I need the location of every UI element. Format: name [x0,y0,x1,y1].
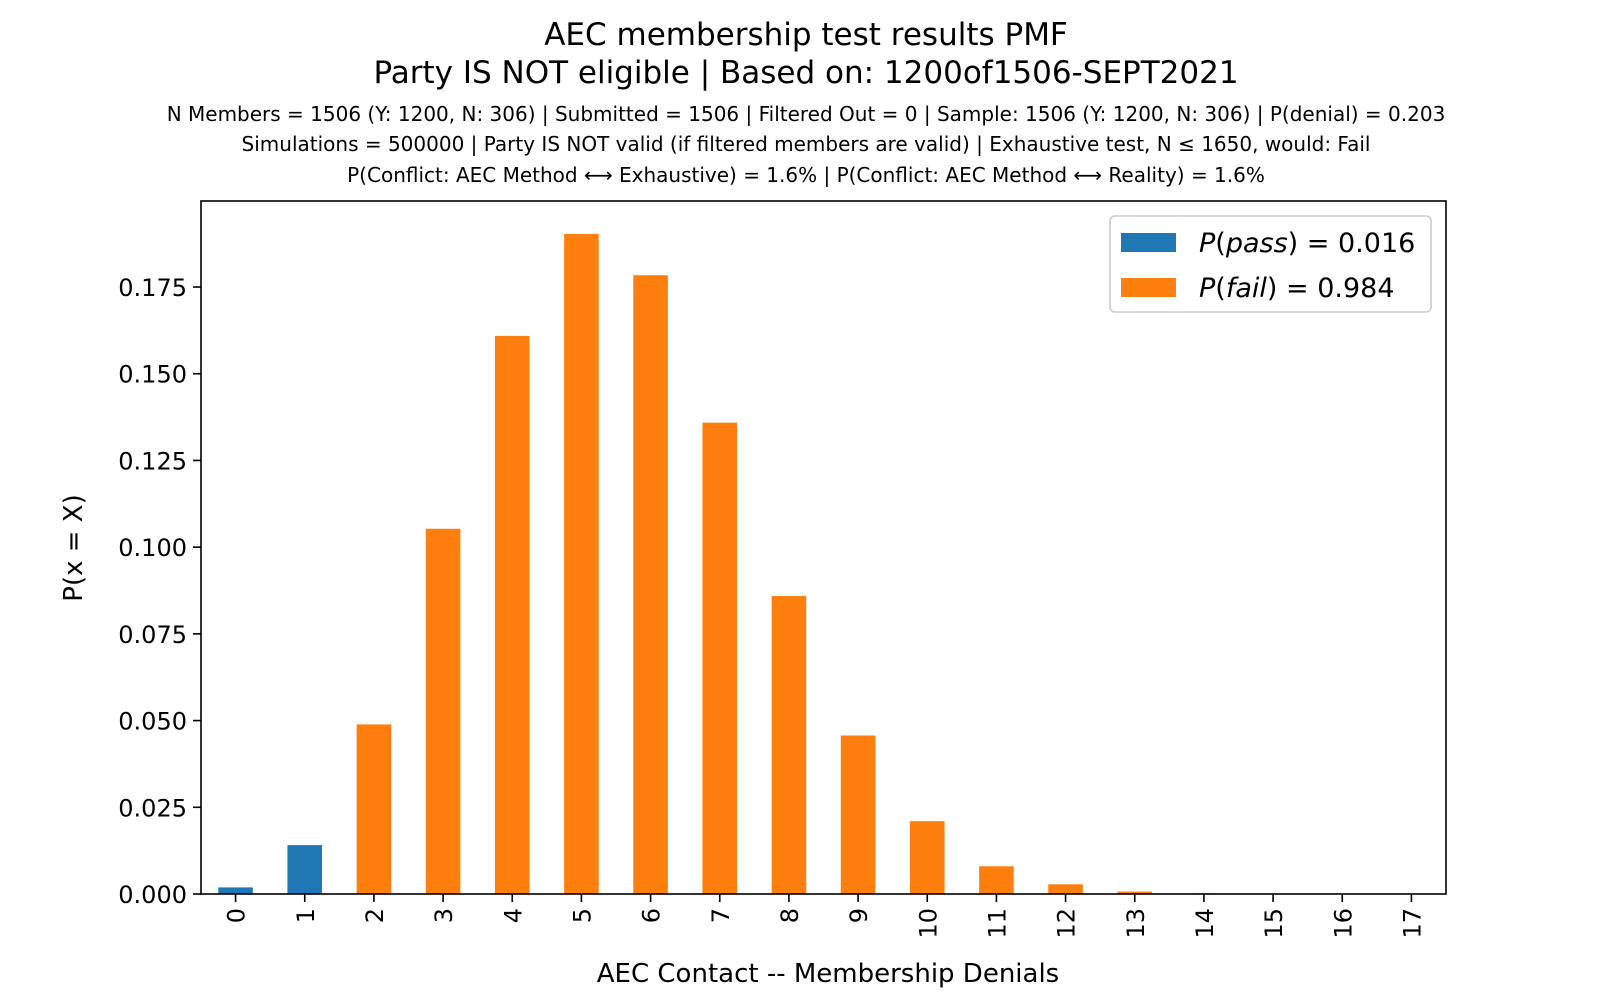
legend-frame [1109,215,1432,313]
legend-fail-open-paren: ( [1215,273,1226,304]
legend-fail-value: = 0.984 [1277,273,1394,304]
legend: P(pass) = 0.016 P(fail) = 0.984 [1109,215,1432,313]
x-tick-label: 15 [1260,908,1288,939]
legend-pass-p: P [1199,228,1216,259]
x-tick-label: 8 [776,908,804,923]
chart-subtitle-line2: Simulations = 500000 | Party IS NOT vali… [242,132,1371,156]
y-tick-label: 0.050 [118,708,187,736]
bar-4 [494,335,530,894]
x-tick-label: 14 [1191,908,1219,939]
x-tick-label: 7 [707,908,735,923]
bar-5 [564,233,599,894]
chart-subtitle-line3: P(Conflict: AEC Method ⟷ Exhaustive) = 1… [347,163,1265,187]
bar-9 [840,735,876,894]
x-tick-label: 16 [1329,908,1357,939]
y-tick-label: 0.175 [118,274,187,302]
y-tick-label: 0.025 [118,794,187,822]
x-tick-label: 2 [361,908,389,923]
chart-title-line2: Party IS NOT eligible | Based on: 1200of… [373,55,1238,91]
bar-2 [356,724,392,894]
x-tick-label: 13 [1122,908,1150,939]
legend-swatch-pass [1121,233,1176,252]
x-tick-label: 17 [1398,908,1426,939]
legend-pass-value: = 0.016 [1298,228,1415,259]
x-tick-label: 0 [223,908,251,923]
bar-3 [425,528,461,894]
x-tick-label: 12 [1053,908,1081,939]
bar-11 [979,866,1014,894]
bar-0 [218,887,253,894]
x-tick-label: 9 [845,908,873,923]
x-axis: 0 1 2 3 4 5 6 7 8 9 10 11 12 13 14 15 16 17 [223,894,1426,939]
legend-swatch-fail [1121,278,1176,297]
bar-13 [1117,891,1153,894]
bar-12 [1048,884,1083,894]
bar-8 [771,596,807,894]
y-tick-label: 0.100 [118,534,187,562]
x-tick-label: 6 [638,908,666,923]
bar-10 [909,821,945,894]
legend-fail-name: fail [1226,273,1268,304]
legend-label-fail: P(fail) = 0.984 [1199,273,1395,304]
x-tick-label: 4 [499,908,527,923]
y-tick-label: 0.000 [118,881,187,909]
y-tick-label: 0.150 [118,361,187,389]
chart-subtitle-line1: N Members = 1506 (Y: 1200, N: 306) | Sub… [167,102,1446,126]
x-tick-label: 11 [983,908,1011,939]
bar-series [218,233,1222,895]
x-tick-label: 10 [914,908,942,939]
legend-pass-open-paren: ( [1215,228,1226,259]
y-tick-label: 0.125 [118,447,187,475]
x-tick-label: 3 [430,908,458,923]
legend-pass-name: pass [1225,228,1288,259]
legend-pass-close-paren: ) [1288,228,1299,259]
bar-7 [702,422,738,894]
legend-fail-p: P [1199,273,1216,304]
bar-6 [633,275,668,895]
y-axis: 0.000 0.025 0.050 0.075 0.100 0.125 0.150 0.175 [118,274,201,909]
y-tick-label: 0.075 [118,621,187,649]
y-axis-label: P(x = X) [59,494,89,601]
legend-label-pass: P(pass) = 0.016 [1199,228,1415,259]
bar-1 [287,845,323,894]
legend-fail-close-paren: ) [1267,273,1278,304]
x-tick-label: 5 [568,908,596,923]
x-axis-label: AEC Contact -- Membership Denials [597,959,1059,989]
x-tick-label: 1 [292,908,320,923]
chart-title: AEC membership test results PMF [544,17,1068,53]
